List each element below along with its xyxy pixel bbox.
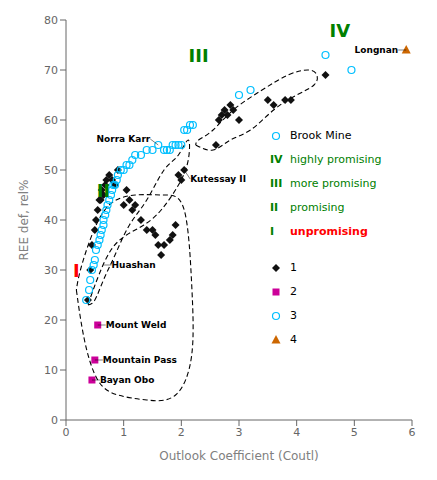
svg-text:10: 10 bbox=[44, 364, 58, 377]
svg-text:60: 60 bbox=[44, 114, 58, 127]
svg-text:Mountain Pass: Mountain Pass bbox=[103, 355, 177, 365]
svg-text:Norra Karr: Norra Karr bbox=[97, 134, 151, 144]
svg-text:5: 5 bbox=[351, 426, 358, 439]
svg-text:IV: IV bbox=[330, 20, 351, 41]
html-text:promising: promising bbox=[290, 201, 345, 214]
svg-text:III: III bbox=[189, 45, 209, 66]
html-text:II: II bbox=[270, 201, 279, 214]
html-text:III: III bbox=[270, 177, 283, 190]
svg-text:0: 0 bbox=[51, 414, 58, 427]
html-text:2: 2 bbox=[290, 285, 297, 298]
html-text:3: 3 bbox=[290, 309, 297, 322]
html-text:1: 1 bbox=[290, 261, 297, 274]
html-text:more promising: more promising bbox=[290, 177, 377, 190]
svg-text:40: 40 bbox=[44, 214, 58, 227]
svg-text:20: 20 bbox=[44, 314, 58, 327]
html-text:Brook Mine: Brook Mine bbox=[290, 129, 352, 142]
svg-text:6: 6 bbox=[409, 426, 416, 439]
svg-text:I: I bbox=[73, 260, 80, 281]
svg-text:3: 3 bbox=[236, 426, 243, 439]
svg-text:Outlook Coefficient (Coutl): Outlook Coefficient (Coutl) bbox=[159, 449, 318, 463]
svg-text:0: 0 bbox=[63, 426, 70, 439]
svg-text:80: 80 bbox=[44, 14, 58, 27]
svg-text:50: 50 bbox=[44, 164, 58, 177]
html-text:I: I bbox=[270, 225, 275, 238]
svg-text:II: II bbox=[97, 180, 110, 201]
svg-text:1: 1 bbox=[120, 426, 127, 439]
html-text:unpromising: unpromising bbox=[290, 225, 368, 238]
svg-text:4: 4 bbox=[293, 426, 300, 439]
svg-text:Bayan Obo: Bayan Obo bbox=[100, 375, 154, 385]
html-text:4: 4 bbox=[290, 333, 297, 346]
html-text:highly promising: highly promising bbox=[290, 153, 382, 166]
html-text:IV: IV bbox=[270, 153, 283, 166]
svg-text:70: 70 bbox=[44, 64, 58, 77]
svg-text:REE def, rel%: REE def, rel% bbox=[17, 180, 31, 261]
svg-text:Mount Weld: Mount Weld bbox=[106, 320, 167, 330]
svg-text:Huashan: Huashan bbox=[111, 260, 155, 270]
svg-text:Longnan: Longnan bbox=[355, 45, 399, 55]
svg-text:30: 30 bbox=[44, 264, 58, 277]
svg-text:Kutessay II: Kutessay II bbox=[190, 174, 246, 184]
svg-text:2: 2 bbox=[178, 426, 185, 439]
